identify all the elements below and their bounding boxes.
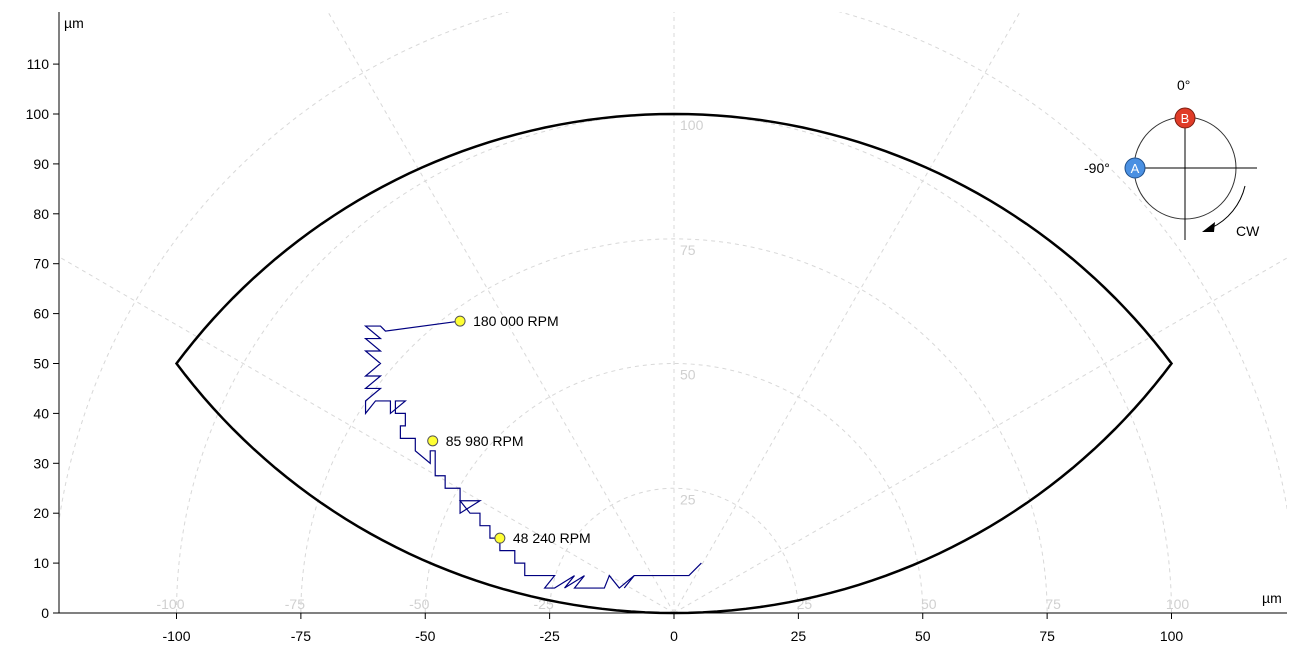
rpm-marker-label: 180 000 RPM [473,313,559,329]
compass-cw-label: CW [1236,223,1260,239]
sensor-b-icon [1174,107,1196,129]
y-tick-label: 10 [33,555,49,571]
clearance-lens [174,112,1174,615]
rpm-marker [454,315,466,327]
rpm-marker-label: 48 240 RPM [513,530,591,546]
compass: 0° -90° CW B A [1084,77,1260,240]
rpm-marker [494,532,506,544]
x-tick-label: 75 [1039,628,1055,644]
y-tick-label: 70 [33,256,49,272]
polar-grid-ring [176,113,1172,613]
compass-zero-label: 0° [1177,77,1190,93]
polar-baseline-label: 50 [921,596,937,612]
polar-radius-label: 25 [680,491,696,507]
sensor-a-icon [1124,157,1146,179]
polar-baseline-label: 100 [1166,596,1190,612]
polar-radius-label: 50 [680,367,696,383]
y-tick-label: 40 [33,405,49,421]
polar-baseline-label: 75 [1045,596,1061,612]
polar-baseline-label: -100 [156,596,184,612]
x-tick-label: 50 [915,628,931,644]
cw-arrow-head [1202,222,1215,232]
polar-grid-spoke [59,256,675,613]
y-unit-label: µm [64,15,84,31]
y-tick-label: 100 [26,106,50,122]
x-unit-label: µm [1262,590,1282,606]
polar-grid-spoke [327,12,675,613]
polar-grid-spoke [673,12,1021,613]
rpm-markers: 180 000 RPM 85 980 RPM 48 240 RPM [427,313,591,546]
polar-grid-ring [300,238,1048,613]
polar-grid-ring [59,12,1287,525]
y-tick-label: 80 [33,206,49,222]
x-tick-label: -25 [540,628,560,644]
x-tick-label: -100 [162,628,190,644]
y-tick-label: 60 [33,306,49,322]
rpm-marker-label: 85 980 RPM [446,433,524,449]
polar-grid-ring [424,363,924,613]
x-tick-label: -75 [291,628,311,644]
x-tick-label: 25 [791,628,807,644]
polar-radius-label: 100 [680,117,704,133]
cw-arrow-arc [1210,185,1246,229]
clearance-boundary [174,112,1174,615]
x-tick-label: 0 [670,628,678,644]
polar-baseline-label: -75 [285,596,305,612]
y-tick-label: 0 [41,605,49,621]
polar-grid-ring [549,487,799,613]
y-tick-label: 110 [27,56,50,72]
compass-minus90-label: -90° [1084,160,1110,176]
y-tick-label: 20 [33,505,49,521]
orbit-path [363,320,702,589]
y-tick-label: 90 [33,156,49,172]
y-tick-label: 50 [33,356,49,372]
polar-radius-label: 75 [680,242,696,258]
rpm-marker [427,435,439,447]
x-tick-label: -50 [415,628,435,644]
y-tick-label: 30 [33,455,49,471]
x-tick-label: 100 [1160,628,1184,644]
sensor-a-letter: A [1131,161,1140,176]
orbit-trace [363,320,702,589]
polar-baseline-label: -50 [409,596,429,612]
sensor-b-letter: B [1181,111,1190,126]
axes: -100 -75 -50 -25 0 25 50 75 100 0 10 20 30 40 50 60 70 80… [26,12,1287,644]
